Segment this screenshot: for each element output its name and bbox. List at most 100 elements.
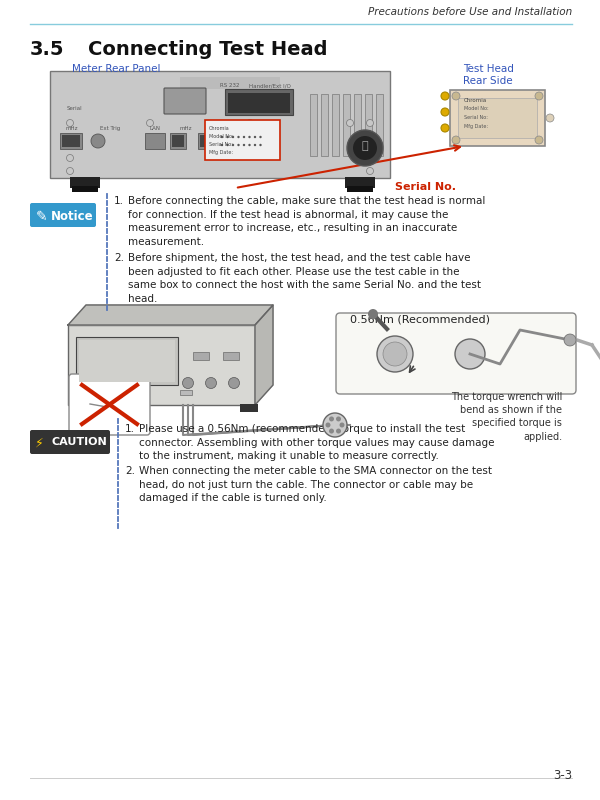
Circle shape <box>226 136 229 138</box>
Circle shape <box>455 339 485 369</box>
Circle shape <box>564 334 576 346</box>
Text: Serial No.: Serial No. <box>395 182 456 192</box>
Text: 3.5: 3.5 <box>30 40 65 59</box>
Bar <box>68 325 255 405</box>
Text: Mfg Date:: Mfg Date: <box>209 150 233 155</box>
Circle shape <box>325 422 331 427</box>
Text: Before shipment, the host, the test head, and the test cable have
been adjusted : Before shipment, the host, the test head… <box>128 253 481 304</box>
Circle shape <box>146 119 154 126</box>
Bar <box>458 98 537 138</box>
Text: 3-3: 3-3 <box>553 769 572 782</box>
Text: Precautions before Use and Installation: Precautions before Use and Installation <box>368 7 572 17</box>
Bar <box>72 186 98 192</box>
Text: 0.56Nm (Recommended): 0.56Nm (Recommended) <box>350 314 490 324</box>
Bar <box>145 133 165 149</box>
Bar <box>332 94 339 156</box>
Circle shape <box>232 136 234 138</box>
Bar <box>450 90 545 146</box>
Circle shape <box>229 378 239 389</box>
Text: 1.: 1. <box>114 196 124 206</box>
Circle shape <box>347 119 353 126</box>
Circle shape <box>232 144 234 146</box>
Text: Meter Rear Panel: Meter Rear Panel <box>72 64 161 74</box>
Circle shape <box>441 92 449 100</box>
Circle shape <box>323 413 347 437</box>
Circle shape <box>340 422 344 427</box>
Text: When connecting the meter cable to the SMA connector on the test
head, do not ju: When connecting the meter cable to the S… <box>139 466 492 503</box>
Circle shape <box>221 136 223 138</box>
FancyBboxPatch shape <box>336 313 576 394</box>
Circle shape <box>546 114 554 122</box>
Circle shape <box>226 144 229 146</box>
Bar <box>347 186 373 192</box>
Circle shape <box>67 154 74 162</box>
Circle shape <box>377 336 413 372</box>
Circle shape <box>238 144 240 146</box>
Circle shape <box>238 136 240 138</box>
Bar <box>240 404 258 412</box>
Circle shape <box>247 119 254 126</box>
Text: CAUTION: CAUTION <box>52 437 108 447</box>
Bar <box>205 120 280 160</box>
Bar <box>354 94 361 156</box>
Circle shape <box>243 144 245 146</box>
Text: GPB: GPB <box>205 126 216 131</box>
Circle shape <box>452 136 460 144</box>
Text: RS 232: RS 232 <box>220 83 240 88</box>
Circle shape <box>353 136 377 160</box>
Bar <box>50 71 390 178</box>
Circle shape <box>336 417 341 422</box>
Circle shape <box>329 429 334 434</box>
Bar <box>62 135 80 147</box>
Bar <box>365 94 372 156</box>
Text: Please use a 0.56Nm (recommended) torque to install the test
connector. Assembli: Please use a 0.56Nm (recommended) torque… <box>139 424 494 461</box>
Text: 1.: 1. <box>125 424 135 434</box>
Text: mHz: mHz <box>180 126 193 131</box>
Circle shape <box>535 92 543 100</box>
Circle shape <box>254 136 256 138</box>
Circle shape <box>254 144 256 146</box>
Bar <box>376 94 383 156</box>
Circle shape <box>347 130 383 166</box>
Circle shape <box>259 136 262 138</box>
Bar <box>70 177 100 188</box>
Bar <box>172 135 184 147</box>
Text: mHz: mHz <box>66 126 79 131</box>
Text: ⚡: ⚡ <box>35 437 44 450</box>
Polygon shape <box>255 305 273 405</box>
Circle shape <box>329 417 334 422</box>
Bar <box>180 77 280 89</box>
Circle shape <box>367 119 373 126</box>
Circle shape <box>383 342 407 366</box>
Circle shape <box>91 134 105 148</box>
Circle shape <box>67 167 74 174</box>
Text: Chromia: Chromia <box>464 98 487 103</box>
Text: ✎: ✎ <box>36 210 47 224</box>
Circle shape <box>205 378 217 389</box>
FancyBboxPatch shape <box>164 88 206 114</box>
Bar <box>76 337 178 385</box>
Bar <box>310 94 317 156</box>
Text: Before connecting the cable, make sure that the test head is normal
for connecti: Before connecting the cable, make sure t… <box>128 196 485 246</box>
Bar <box>170 133 186 149</box>
Bar <box>78 404 96 412</box>
Circle shape <box>452 92 460 100</box>
Circle shape <box>259 144 262 146</box>
Text: Ext Trig: Ext Trig <box>100 126 120 131</box>
Bar <box>198 133 214 149</box>
Bar <box>225 89 293 115</box>
Text: Serial: Serial <box>67 106 83 111</box>
Bar <box>193 352 209 360</box>
Text: Serial No:: Serial No: <box>464 115 488 120</box>
Circle shape <box>441 124 449 132</box>
Circle shape <box>221 144 223 146</box>
Text: 2.: 2. <box>114 253 124 263</box>
Circle shape <box>243 136 245 138</box>
FancyBboxPatch shape <box>30 430 110 454</box>
Text: LAN: LAN <box>150 126 161 131</box>
Text: ⏻: ⏻ <box>362 141 368 151</box>
Bar <box>79 340 175 382</box>
Circle shape <box>99 383 113 397</box>
Text: Serial No:: Serial No: <box>209 142 233 147</box>
Bar <box>345 177 375 188</box>
